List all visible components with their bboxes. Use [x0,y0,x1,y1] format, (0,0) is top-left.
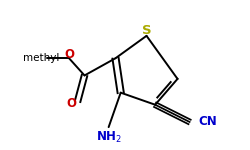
Text: CN: CN [198,116,217,128]
Text: O: O [66,96,76,110]
Text: NH$_2$: NH$_2$ [96,130,122,145]
Text: O: O [64,48,74,61]
Text: methyl: methyl [23,53,60,63]
Text: S: S [142,24,151,37]
